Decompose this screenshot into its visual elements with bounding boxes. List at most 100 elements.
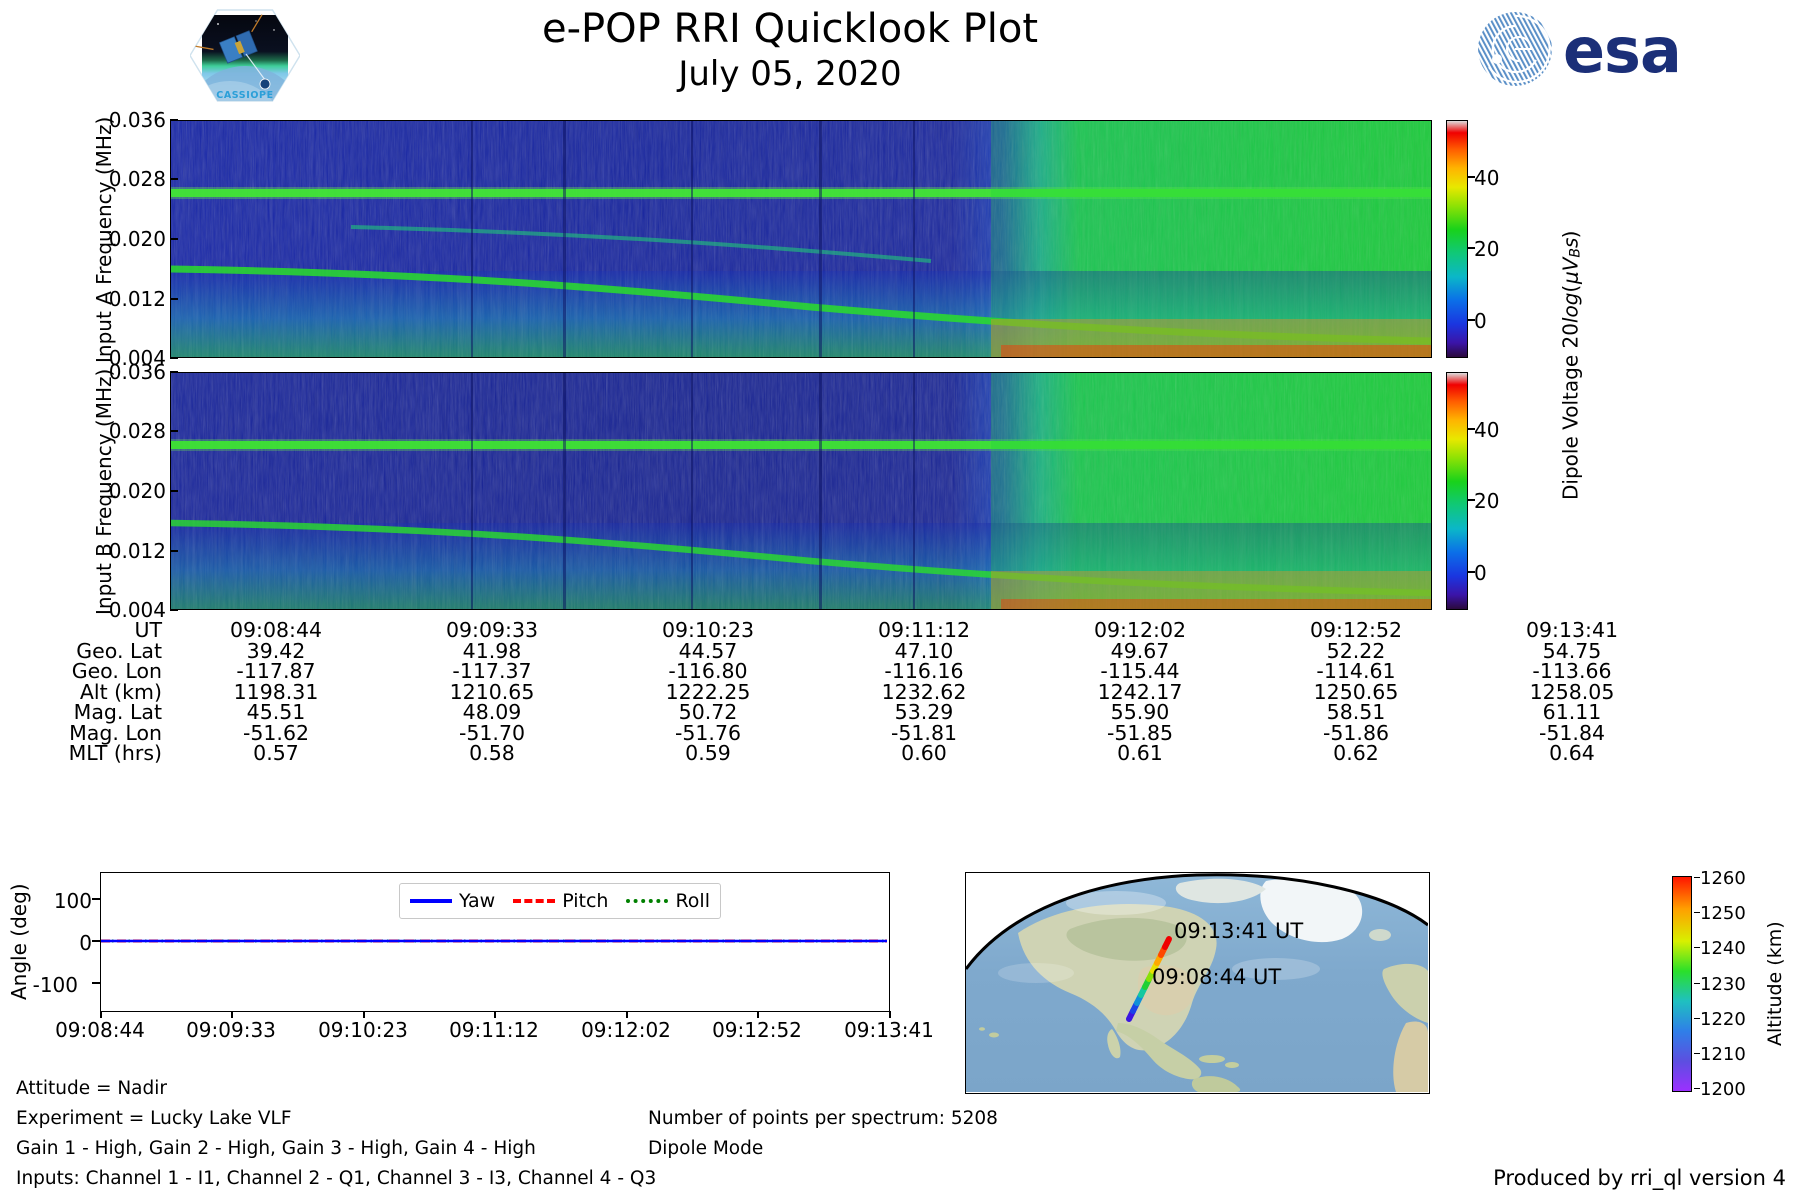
footer-produced-by: Produced by rri_ql version 4 bbox=[1493, 1166, 1786, 1190]
ephemeris-cell: 47.10 bbox=[894, 638, 954, 663]
altitude-tick-1250: 1250 bbox=[1700, 903, 1746, 924]
ephemeris-row-mag-lon: Mag. Lon -51.62 -51.70 -51.76 -51.81 -51… bbox=[0, 720, 1720, 745]
ephemeris-cell: 45.51 bbox=[246, 700, 306, 724]
attitude-ytick-0: 0 bbox=[79, 931, 92, 955]
map-globe-image bbox=[966, 873, 1429, 1092]
attitude-xtick-4: 09:12:02 bbox=[581, 1018, 671, 1042]
altitude-tickline-1200 bbox=[1694, 1088, 1700, 1090]
esa-agency-logo-icon: esa bbox=[1475, 10, 1725, 88]
legend-item-roll[interactable]: Roll bbox=[626, 890, 710, 912]
attitude-xtick-1: 09:09:33 bbox=[186, 1018, 276, 1042]
ephemeris-label-mlt: MLT (hrs) bbox=[68, 741, 162, 765]
cassiope-mission-logo-icon: CASSIOPE bbox=[189, 8, 301, 103]
ephemeris-row-ut: UT 09:08:44 09:09:33 09:10:23 09:11:12 0… bbox=[0, 620, 1720, 641]
altitude-colorbar-label: Altitude (km) bbox=[1764, 921, 1786, 1047]
attitude-xtick-6: 09:13:41 bbox=[844, 1018, 934, 1042]
ephemeris-cell: 09:08:44 bbox=[229, 618, 323, 642]
ephemeris-cell: -116.80 bbox=[668, 659, 748, 683]
spectrogram-a-ytick-3: 0.012 bbox=[108, 287, 166, 311]
altitude-tick-1200: 1200 bbox=[1700, 1079, 1746, 1100]
footer-points-per-spectrum: Number of points per spectrum: 5208 bbox=[648, 1108, 998, 1129]
ephemeris-cell: 44.57 bbox=[678, 638, 738, 663]
colorbar-b-tick-40: 40 bbox=[1474, 418, 1500, 442]
spectrogram-b-panel[interactable] bbox=[170, 372, 1432, 610]
attitude-xtick-2: 09:10:23 bbox=[318, 1018, 408, 1042]
ephemeris-cell: 0.58 bbox=[469, 741, 515, 765]
attitude-legend: Yaw Pitch Roll bbox=[399, 883, 721, 919]
footer-inputs: Inputs: Channel 1 - I1, Channel 2 - Q1, … bbox=[16, 1168, 657, 1189]
footer-mode: Dipole Mode bbox=[648, 1138, 764, 1159]
legend-item-yaw[interactable]: Yaw bbox=[410, 890, 495, 912]
ephemeris-cell: -51.84 bbox=[1538, 720, 1606, 745]
ephemeris-cell: 1222.25 bbox=[665, 679, 751, 704]
ground-track-map[interactable]: 09:13:41 UT 09:08:44 UT bbox=[965, 872, 1430, 1094]
ephemeris-cell: 54.75 bbox=[1542, 638, 1602, 663]
attitude-xtick-0: 09:08:44 bbox=[55, 1018, 145, 1042]
colorbar-b-tick-0: 0 bbox=[1474, 561, 1487, 585]
page-title: e-POP RRI Quicklook Plot bbox=[541, 6, 1038, 52]
attitude-ytick-100: 100 bbox=[53, 889, 92, 913]
ephemeris-cell: 0.57 bbox=[253, 741, 299, 765]
ephemeris-label-geo-lat: Geo. Lat bbox=[76, 638, 162, 663]
ephemeris-cell: 58.51 bbox=[1326, 700, 1386, 724]
ephemeris-cell: 50.72 bbox=[678, 700, 738, 724]
spectrogram-b-ytickmark-0 bbox=[170, 371, 178, 373]
ephemeris-cell: -114.61 bbox=[1316, 659, 1396, 683]
colorbar-a-tickline-20 bbox=[1468, 247, 1475, 249]
ephemeris-cell: -115.44 bbox=[1100, 659, 1180, 683]
legend-item-pitch[interactable]: Pitch bbox=[513, 890, 608, 912]
colorbar-a-tick-0: 0 bbox=[1474, 309, 1487, 333]
attitude-xtickline-1 bbox=[231, 1011, 233, 1018]
altitude-tickline-1210 bbox=[1694, 1053, 1700, 1055]
ephemeris-cell: 1242.17 bbox=[1097, 679, 1183, 704]
voltage-colorbar-label: Dipole Voltage 20log(μVBs) bbox=[1558, 230, 1584, 500]
attitude-ytickline-neg100 bbox=[92, 982, 100, 984]
colorbar-a-tickline-0 bbox=[1468, 319, 1475, 321]
ephemeris-label-mag-lat: Mag. Lat bbox=[73, 700, 162, 724]
ephemeris-cell: 0.59 bbox=[685, 741, 731, 765]
ephemeris-cell: -113.66 bbox=[1532, 659, 1612, 683]
ephemeris-cell: -51.76 bbox=[674, 720, 742, 745]
altitude-tickline-1250 bbox=[1694, 912, 1700, 914]
ephemeris-label-alt: Alt (km) bbox=[79, 679, 162, 704]
spectrogram-b-ytick-2: 0.020 bbox=[108, 479, 166, 503]
attitude-xtickline-0 bbox=[100, 1011, 102, 1018]
colorbar-a-tickline-40 bbox=[1468, 176, 1475, 178]
svg-text:CASSIOPE: CASSIOPE bbox=[216, 90, 273, 101]
ephemeris-cell: -116.16 bbox=[884, 659, 964, 683]
ephemeris-cell: -51.85 bbox=[1106, 720, 1174, 745]
ephemeris-cell: 1210.65 bbox=[449, 679, 535, 704]
colorbar-b-tickline-40 bbox=[1468, 428, 1475, 430]
ephemeris-cell: 39.42 bbox=[246, 638, 306, 663]
spectrogram-a-ytickmark-1 bbox=[170, 178, 178, 180]
spectrogram-b-ytick-4: 0.004 bbox=[108, 598, 166, 622]
ephemeris-cell: 52.22 bbox=[1326, 638, 1386, 663]
ephemeris-cell: 09:12:52 bbox=[1309, 618, 1403, 642]
attitude-xtickline-6 bbox=[889, 1011, 891, 1018]
altitude-tickline-1240 bbox=[1694, 947, 1700, 949]
ephemeris-row-mag-lat: Mag. Lat 45.51 48.09 50.72 53.29 55.90 5… bbox=[0, 702, 1720, 723]
ephemeris-cell: -51.70 bbox=[458, 720, 526, 745]
ephemeris-cell: -117.37 bbox=[452, 659, 532, 683]
ephemeris-row-geo-lon: Geo. Lon -117.87 -117.37 -116.80 -116.16… bbox=[0, 661, 1720, 682]
colorbar-a-tick-40: 40 bbox=[1474, 166, 1500, 190]
attitude-xtickline-5 bbox=[757, 1011, 759, 1018]
spectrogram-a-image bbox=[171, 121, 1431, 357]
spectrogram-b-ytickmark-4 bbox=[170, 609, 178, 611]
attitude-xtick-3: 09:11:12 bbox=[449, 1018, 539, 1042]
map-label-start-time: 09:08:44 UT bbox=[1152, 965, 1282, 989]
footer-attitude: Attitude = Nadir bbox=[16, 1078, 168, 1099]
spectrogram-a-panel[interactable] bbox=[170, 120, 1432, 358]
page-subtitle: July 05, 2020 bbox=[678, 54, 902, 94]
altitude-tick-1260: 1260 bbox=[1700, 868, 1746, 889]
attitude-series-lines bbox=[101, 939, 887, 943]
ephemeris-cell: 09:09:33 bbox=[445, 618, 539, 642]
ephemeris-cell: 61.11 bbox=[1542, 700, 1602, 724]
spectrogram-b-ytickmark-1 bbox=[170, 430, 178, 432]
spectrogram-b-image bbox=[171, 373, 1431, 609]
ephemeris-cell: 09:10:23 bbox=[661, 618, 755, 642]
map-label-end-time: 09:13:41 UT bbox=[1174, 919, 1304, 943]
ephemeris-cell: 09:12:02 bbox=[1093, 618, 1187, 642]
ephemeris-row-mlt: MLT (hrs) 0.57 0.58 0.59 0.60 0.61 0.62 … bbox=[0, 743, 1720, 764]
ephemeris-cell: -51.86 bbox=[1322, 720, 1390, 745]
